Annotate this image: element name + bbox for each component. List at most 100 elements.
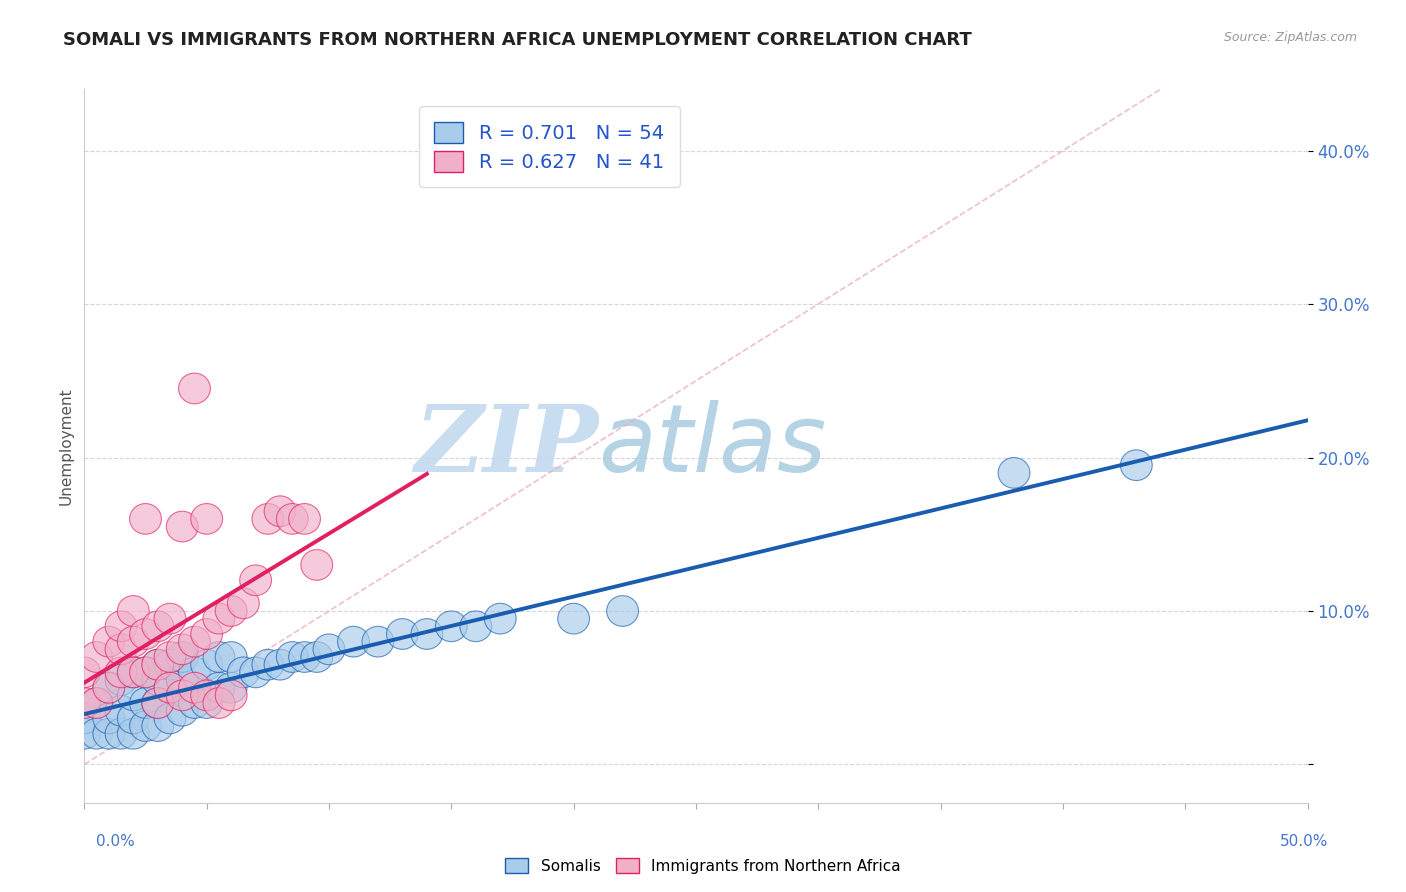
Ellipse shape [80,688,112,718]
Ellipse shape [117,657,149,688]
Ellipse shape [69,703,100,734]
Text: ZIP: ZIP [413,401,598,491]
Ellipse shape [252,504,284,534]
Ellipse shape [436,611,467,641]
Ellipse shape [93,718,125,749]
Ellipse shape [277,641,308,673]
Ellipse shape [264,649,297,680]
Ellipse shape [93,626,125,657]
Ellipse shape [155,603,186,634]
Ellipse shape [105,611,136,641]
Ellipse shape [155,703,186,734]
Ellipse shape [264,496,297,526]
Ellipse shape [142,649,174,680]
Ellipse shape [142,665,174,696]
Ellipse shape [215,641,247,673]
Ellipse shape [117,680,149,711]
Ellipse shape [179,673,211,703]
Ellipse shape [166,641,198,673]
Ellipse shape [361,626,394,657]
Ellipse shape [129,657,162,688]
Ellipse shape [155,649,186,680]
Ellipse shape [80,718,112,749]
Ellipse shape [69,688,100,718]
Ellipse shape [202,688,235,718]
Ellipse shape [105,665,136,696]
Text: 50.0%: 50.0% [1281,834,1329,848]
Ellipse shape [202,673,235,703]
Ellipse shape [484,603,516,634]
Ellipse shape [179,657,211,688]
Ellipse shape [142,711,174,741]
Ellipse shape [93,703,125,734]
Ellipse shape [166,665,198,696]
Ellipse shape [288,641,321,673]
Ellipse shape [215,673,247,703]
Ellipse shape [105,718,136,749]
Ellipse shape [239,657,271,688]
Ellipse shape [239,565,271,596]
Ellipse shape [166,696,198,726]
Ellipse shape [301,641,333,673]
Ellipse shape [191,504,222,534]
Ellipse shape [191,649,222,680]
Ellipse shape [277,504,308,534]
Ellipse shape [117,657,149,688]
Ellipse shape [228,657,259,688]
Ellipse shape [179,373,211,404]
Ellipse shape [228,588,259,619]
Ellipse shape [105,657,136,688]
Ellipse shape [129,711,162,741]
Ellipse shape [105,634,136,665]
Ellipse shape [179,626,211,657]
Ellipse shape [129,504,162,534]
Ellipse shape [301,549,333,581]
Ellipse shape [117,596,149,626]
Ellipse shape [117,718,149,749]
Ellipse shape [166,634,198,665]
Ellipse shape [1121,450,1153,481]
Ellipse shape [69,657,100,688]
Ellipse shape [142,688,174,718]
Ellipse shape [155,673,186,703]
Ellipse shape [252,649,284,680]
Ellipse shape [606,596,638,626]
Ellipse shape [129,619,162,649]
Ellipse shape [202,641,235,673]
Ellipse shape [998,458,1031,488]
Ellipse shape [179,688,211,718]
Ellipse shape [460,611,492,641]
Ellipse shape [191,680,222,711]
Ellipse shape [129,657,162,688]
Ellipse shape [155,673,186,703]
Ellipse shape [80,641,112,673]
Ellipse shape [215,596,247,626]
Text: 0.0%: 0.0% [96,834,135,848]
Ellipse shape [142,611,174,641]
Ellipse shape [80,688,112,718]
Ellipse shape [117,626,149,657]
Ellipse shape [558,603,589,634]
Ellipse shape [411,619,443,649]
Text: SOMALI VS IMMIGRANTS FROM NORTHERN AFRICA UNEMPLOYMENT CORRELATION CHART: SOMALI VS IMMIGRANTS FROM NORTHERN AFRIC… [63,31,972,49]
Ellipse shape [142,688,174,718]
Text: atlas: atlas [598,401,827,491]
Text: Source: ZipAtlas.com: Source: ZipAtlas.com [1223,31,1357,45]
Ellipse shape [142,649,174,680]
Ellipse shape [387,619,419,649]
Ellipse shape [93,673,125,703]
Ellipse shape [93,673,125,703]
Ellipse shape [191,688,222,718]
Ellipse shape [166,680,198,711]
Legend: Somalis, Immigrants from Northern Africa: Somalis, Immigrants from Northern Africa [499,852,907,880]
Ellipse shape [105,696,136,726]
Ellipse shape [155,641,186,673]
Ellipse shape [337,626,370,657]
Ellipse shape [314,634,344,665]
Ellipse shape [117,703,149,734]
Ellipse shape [129,688,162,718]
Legend: R = 0.701   N = 54, R = 0.627   N = 41: R = 0.701 N = 54, R = 0.627 N = 41 [419,106,679,187]
Ellipse shape [166,511,198,542]
Ellipse shape [215,680,247,711]
Ellipse shape [191,619,222,649]
